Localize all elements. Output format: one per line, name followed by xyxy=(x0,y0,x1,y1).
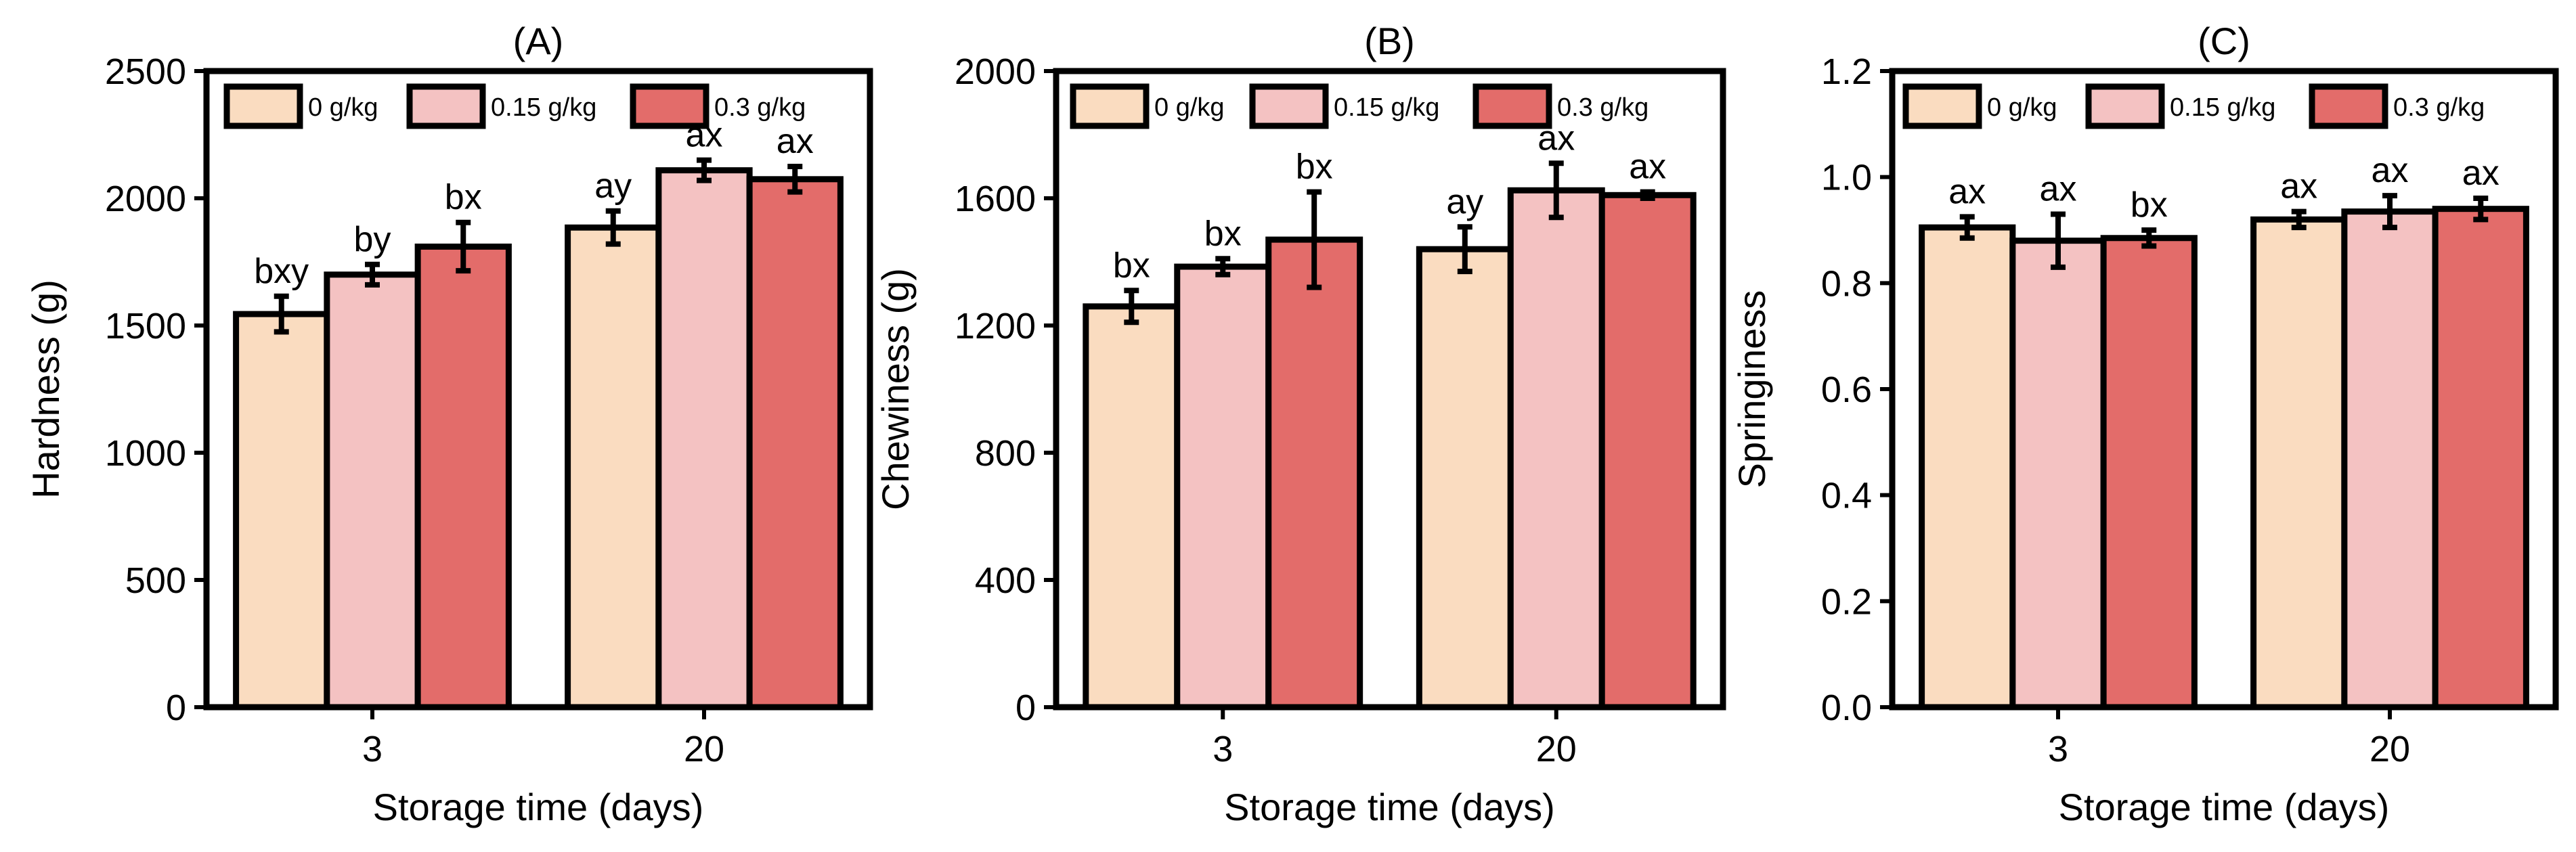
significance-label: bx xyxy=(2131,185,2168,225)
legend-label: 0.3 g/kg xyxy=(2393,93,2485,122)
y-tick-label: 0.6 xyxy=(1821,369,1872,410)
bar xyxy=(2250,216,2348,711)
bar xyxy=(746,176,844,711)
y-tick-label: 0 xyxy=(166,688,186,728)
legend-label: 0.15 g/kg xyxy=(491,93,596,122)
bar xyxy=(1507,187,1605,711)
legend-swatch xyxy=(2085,83,2165,129)
chart-panel-3: (C) ax ax ax ax bx ax 0.0 0.2 0.4 0.6 0.8 1.0 1.2 3 20 S… xyxy=(1730,20,2559,828)
bar xyxy=(1416,246,1514,711)
significance-label: ax xyxy=(2280,167,2317,206)
y-tick-label: 2000 xyxy=(105,179,186,219)
x-tick-label: 3 xyxy=(1213,729,1233,769)
legend-swatch xyxy=(223,83,303,129)
bar xyxy=(565,224,662,711)
x-tick-label: 3 xyxy=(362,729,383,769)
y-tick-label: 0 xyxy=(1016,688,1036,728)
y-tick-label: 800 xyxy=(975,433,1036,474)
legend-label: 0 g/kg xyxy=(1154,93,1225,122)
bar xyxy=(1598,192,1697,711)
significance-label: ay xyxy=(594,166,632,206)
plot-frame xyxy=(203,68,873,711)
bar xyxy=(2100,235,2198,711)
legend-swatch xyxy=(1472,83,1552,129)
y-tick-label: 0.4 xyxy=(1821,476,1872,516)
bar xyxy=(2432,206,2529,711)
x-axis-title: Storage time (days) xyxy=(373,786,704,828)
y-tick-label: 1600 xyxy=(955,179,1036,219)
significance-label: bx xyxy=(1113,246,1150,285)
legend-swatch xyxy=(2309,83,2388,129)
legend-label: 0 g/kg xyxy=(308,93,378,122)
y-tick-label: 1000 xyxy=(105,433,186,474)
y-tick-label: 400 xyxy=(975,560,1036,601)
chart-root: (A) bxy ay by ax bx ax 0 500 1000 1500 2000 2500 3 20 S… xyxy=(24,20,2559,828)
panel-title: (B) xyxy=(1364,20,1415,62)
y-tick-label: 0.0 xyxy=(1821,688,1872,728)
legend-swatch xyxy=(1070,83,1150,129)
plot-frame xyxy=(1053,68,1726,711)
y-tick-label: 1500 xyxy=(105,306,186,346)
y-tick-label: 1.2 xyxy=(1821,51,1872,92)
bar xyxy=(414,243,512,711)
significance-label: ay xyxy=(1446,182,1483,221)
bar xyxy=(1083,303,1181,711)
x-tick-label: 3 xyxy=(2048,729,2068,769)
y-axis-title: Springiness xyxy=(1730,290,1773,489)
significance-label: by xyxy=(354,220,391,259)
significance-label: bx xyxy=(1204,214,1242,253)
bar xyxy=(2341,208,2439,711)
significance-label: bx xyxy=(1296,148,1333,187)
significance-label: bx xyxy=(445,178,482,217)
x-axis-title: Storage time (days) xyxy=(1224,786,1555,828)
significance-label: ax xyxy=(2372,151,2409,190)
y-axis-title: Chewiness (g) xyxy=(874,268,917,510)
y-axis-title: Hardness (g) xyxy=(24,279,67,499)
significance-label: ax xyxy=(2462,154,2499,193)
legend-label: 0.3 g/kg xyxy=(1557,93,1649,122)
bar xyxy=(1265,236,1363,711)
significance-label: ax xyxy=(1629,148,1666,187)
x-axis-title: Storage time (days) xyxy=(2059,786,2390,828)
legend-swatch xyxy=(630,83,710,129)
legend-label: 0.15 g/kg xyxy=(1334,93,1439,122)
x-tick-label: 20 xyxy=(1536,729,1577,769)
x-tick-label: 20 xyxy=(684,729,724,769)
significance-label: ax xyxy=(777,122,814,161)
bar xyxy=(1174,263,1272,711)
legend-label: 0.15 g/kg xyxy=(2170,93,2275,122)
legend-label: 0.3 g/kg xyxy=(714,93,806,122)
y-tick-label: 1.0 xyxy=(1821,158,1872,198)
legend-swatch xyxy=(1249,83,1329,129)
panel-title: (A) xyxy=(513,20,564,62)
legend-swatch xyxy=(1902,83,1982,129)
legend-swatch xyxy=(406,83,486,129)
bar xyxy=(655,167,753,711)
bar xyxy=(324,271,421,711)
significance-label: ax xyxy=(2040,170,2077,209)
bar xyxy=(233,311,330,711)
significance-label: ax xyxy=(1948,172,1986,211)
significance-label: bxy xyxy=(254,252,309,291)
y-tick-label: 1200 xyxy=(955,306,1036,346)
y-tick-label: 0.2 xyxy=(1821,581,1872,622)
panel-title: (C) xyxy=(2198,20,2250,62)
y-tick-label: 500 xyxy=(125,560,186,601)
y-tick-label: 2500 xyxy=(105,51,186,92)
x-tick-label: 20 xyxy=(2370,729,2410,769)
bar xyxy=(1919,224,2016,711)
y-tick-label: 0.8 xyxy=(1821,263,1872,304)
y-tick-label: 2000 xyxy=(955,51,1036,92)
bar xyxy=(2009,238,2107,711)
legend-label: 0 g/kg xyxy=(1987,93,2057,122)
